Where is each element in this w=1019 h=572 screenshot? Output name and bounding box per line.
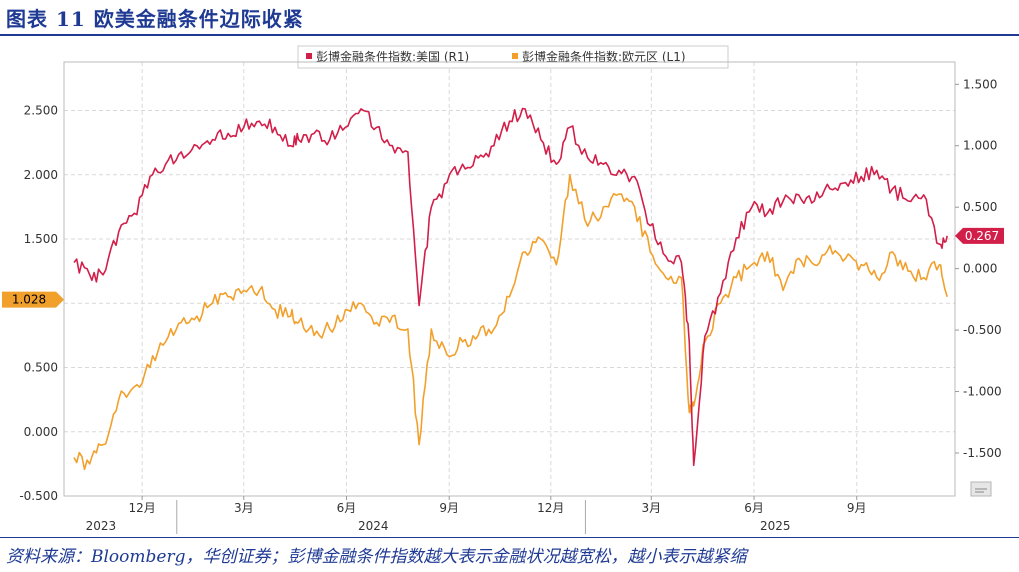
legend-label-eu: 彭博金融条件指数:欧元区 (L1) [522,49,686,64]
x-month-label: 3月 [641,501,661,515]
axes: 2.500 2.000 1.500 1.000 0.500 0.000 -0.500 1.50… [19,61,1002,534]
x-year-label: 2025 [760,519,791,533]
right-tick-label: 1.000 [963,139,997,153]
grid-lines [64,62,955,497]
x-month-label: 9月 [439,501,459,515]
left-tick-label: 0.500 [24,361,58,375]
legend-swatch-eu [512,53,518,59]
plot-border [63,61,956,497]
x-month-label: 12月 [537,501,564,515]
figure-title: 图表 11 欧美金融条件边际收紧 [6,7,304,31]
right-tick-label: -0.500 [963,323,1002,337]
last-value-badge-left [2,291,64,308]
left-tick-label: -0.500 [19,489,58,503]
x-year-label: 2023 [86,519,117,533]
right-tick-label: -1.500 [963,446,1002,460]
right-tick-label: 0.000 [963,262,997,276]
line-chart: 彭博金融条件指数:美国 (R1) 彭博金融条件指数:欧元区 (L1) 2.500… [2,45,1004,534]
source-divider [0,537,1019,538]
x-month-label: 12月 [129,501,156,515]
x-month-label: 3月 [234,501,254,515]
chart-menu-button[interactable] [970,481,992,497]
title-divider [0,34,1019,36]
right-tick-label: -1.000 [963,385,1002,399]
left-tick-label: 1.500 [24,232,58,246]
last-value-badge-right [955,227,1004,244]
legend-swatch-us [306,53,312,59]
left-tick-label: 0.000 [24,425,58,439]
x-month-label: 9月 [847,501,867,515]
legend-label-us: 彭博金融条件指数:美国 (R1) [316,49,469,64]
left-tick-label: 2.500 [24,104,58,118]
right-tick-label: 0.500 [963,200,997,214]
series-line-us [73,107,948,467]
last-value-left-label: 1.028 [12,293,46,307]
last-value-right-label: 0.267 [965,229,999,243]
x-month-label: 6月 [744,501,764,515]
legend: 彭博金融条件指数:美国 (R1) 彭博金融条件指数:欧元区 (L1) [297,45,729,69]
series-layer [73,107,948,471]
source-note: 资料来源：Bloomberg，华创证券；彭博金融条件指数越大表示金融状况越宽松，… [6,547,747,567]
x-year-label: 2024 [358,519,389,533]
right-tick-label: 1.500 [963,77,997,91]
left-tick-label: 2.000 [24,168,58,182]
chart-container: 彭博金融条件指数:美国 (R1) 彭博金融条件指数:欧元区 (L1) 2.500… [0,38,1019,536]
series-line-eurozone [73,174,948,471]
last-value-markers: 1.028 0.267 [2,227,1004,308]
x-month-label: 6月 [337,501,357,515]
